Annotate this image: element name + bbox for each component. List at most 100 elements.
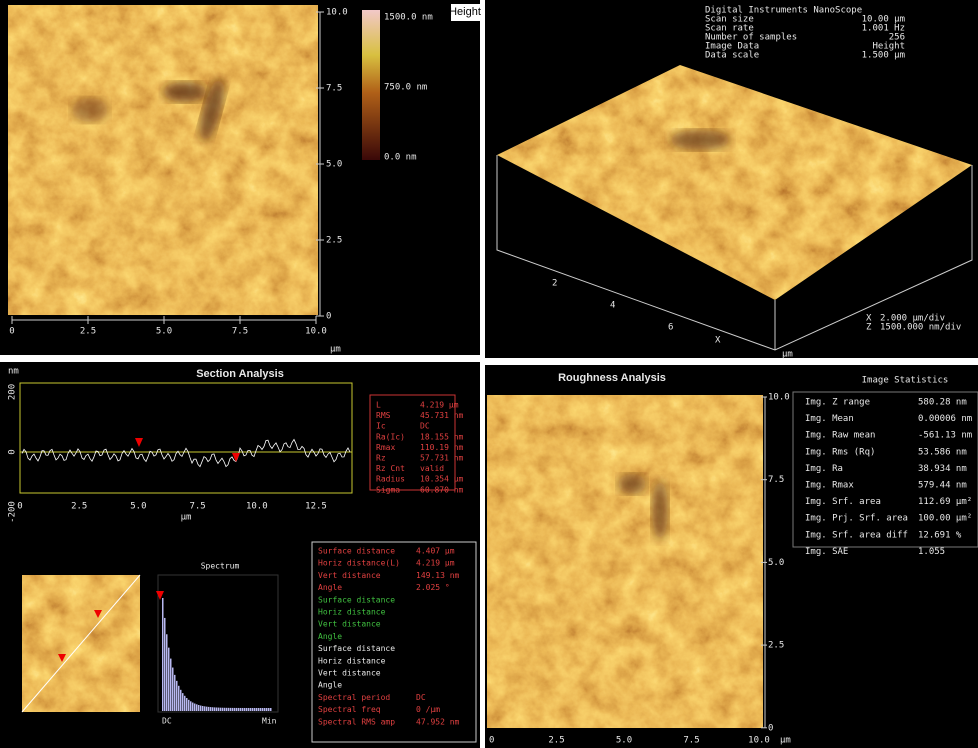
- measure-value: 4.407 µm: [416, 547, 455, 556]
- stat-value: 100.00 µm²: [918, 514, 972, 524]
- colorbar-title: Height: [449, 6, 481, 18]
- measure-value: 2.025 °: [416, 583, 450, 592]
- stat-value: 579.44 nm: [918, 481, 967, 491]
- colorbar-label: 0.0 nm: [384, 153, 417, 163]
- stat-label: Sigma: [376, 485, 400, 494]
- height-image: [8, 5, 318, 315]
- stat-value: 18.155 nm: [420, 432, 464, 441]
- measure-label: Surface distance: [318, 547, 395, 556]
- tick-label: 10.0: [748, 736, 770, 746]
- tick-label: 0: [768, 723, 773, 733]
- axis-label: 6: [668, 323, 673, 333]
- stat-label: RMS: [376, 411, 391, 420]
- spectrum-title: Spectrum: [201, 562, 240, 571]
- spectrum-bar: [268, 708, 270, 711]
- tick-label: 10.0: [326, 8, 348, 18]
- spectrum-bar: [222, 708, 224, 711]
- spectrum-bar: [178, 686, 180, 711]
- measure-value: 47.952 nm: [416, 717, 460, 726]
- spectrum-bar: [230, 708, 232, 711]
- stat-value: 45.731 nm: [420, 411, 464, 420]
- spectrum-bar: [240, 708, 242, 711]
- stat-value: DC: [420, 422, 430, 431]
- spectrum-bar: [214, 707, 216, 711]
- measure-label: Horiz distance: [318, 656, 386, 665]
- measure-label: Horiz distance: [318, 608, 386, 617]
- stat-label: L: [376, 401, 381, 410]
- spectrum-bar: [200, 706, 202, 711]
- spectrum-bar: [242, 708, 244, 711]
- stat-label: Img. Rmax: [805, 481, 854, 491]
- tick-label: 0: [8, 449, 18, 454]
- spectrum-bar: [218, 708, 220, 711]
- spectrum-bar: [192, 703, 194, 711]
- spectrum-bar: [232, 708, 234, 711]
- spectrum-bar: [174, 675, 176, 711]
- stats-title: Image Statistics: [862, 376, 949, 386]
- stat-label: Img. Mean: [805, 414, 854, 424]
- stat-label: Img. Prj. Srf. area: [805, 514, 908, 524]
- stat-label: Ra(Ic): [376, 432, 405, 441]
- stat-label: Rmax: [376, 443, 395, 452]
- measure-label: Horiz distance(L): [318, 559, 400, 568]
- spectrum-bar: [228, 708, 230, 711]
- panel-title: Section Analysis: [196, 368, 284, 380]
- spectrum-bar: [182, 693, 184, 711]
- spectrum-bar: [176, 681, 178, 711]
- stat-value: 1.055: [918, 547, 945, 557]
- stat-value: 580.28 nm: [918, 398, 967, 408]
- spectrum-bar: [262, 708, 264, 711]
- spectrum-bar: [196, 704, 198, 711]
- stat-value: 112.69 µm²: [918, 497, 972, 507]
- spectrum-bar: [190, 701, 192, 711]
- spectrum-bar: [234, 708, 236, 711]
- unit: µm: [782, 350, 793, 360]
- stat-value: 0.00006 nm: [918, 414, 972, 424]
- spectrum-bar: [194, 704, 196, 711]
- stat-value: 12.691 %: [918, 530, 962, 540]
- spectrum-bar: [172, 668, 174, 711]
- spectrum-bar: [166, 634, 168, 711]
- colorbar: [362, 10, 380, 160]
- stat-label: Img. Srf. area: [805, 497, 881, 507]
- measure-value: DC: [416, 693, 426, 702]
- tick-label: 7.5: [683, 736, 699, 746]
- tick-label: 5.0: [616, 736, 632, 746]
- stat-label: Img. Rms (Rq): [805, 447, 875, 457]
- tick-label: 10.0: [246, 502, 268, 512]
- measure-value: 149.13 nm: [416, 571, 460, 580]
- tick-label: 5.0: [130, 502, 146, 512]
- tick-label: 0: [326, 312, 331, 322]
- spectrum-bar: [212, 707, 214, 711]
- spectrum-bar: [208, 707, 210, 711]
- measure-label: Spectral freq: [318, 705, 381, 714]
- spectrum-bar: [244, 708, 246, 711]
- spectrum-bar: [250, 708, 252, 711]
- tick-label: 0: [17, 502, 22, 512]
- measure-label: Vert distance: [318, 620, 381, 629]
- colorbar-label: 1500.0 nm: [384, 13, 433, 23]
- measure-label: Spectral RMS amp: [318, 717, 395, 726]
- stat-value: 53.586 nm: [918, 447, 967, 457]
- spectrum-bar: [186, 698, 188, 711]
- axis-name: X: [715, 336, 721, 346]
- stat-value: 60.870 nm: [420, 485, 464, 494]
- spectrum-bar: [252, 708, 254, 711]
- axis-label: 2: [552, 279, 557, 289]
- spectrum-bar: [264, 708, 266, 711]
- measure-label: Angle: [318, 583, 342, 592]
- scale-value: 1500.000 nm/div: [880, 323, 961, 333]
- stat-label: Img. Raw mean: [805, 431, 875, 441]
- screen: 10.07.55.02.5002.55.07.510.0µm1500.0 nm7…: [0, 0, 978, 748]
- measure-label: Spectral period: [318, 693, 390, 702]
- spectrum-bar: [198, 705, 200, 711]
- spectrum-bar: [256, 708, 258, 711]
- spectrum-bar: [188, 700, 190, 711]
- panel-title: Roughness Analysis: [558, 372, 666, 384]
- tick-label: 12.5: [305, 502, 327, 512]
- tick-label: 2.5: [326, 236, 342, 246]
- unit: µm: [330, 345, 341, 355]
- spectrum-bar: [206, 707, 208, 711]
- spectrum-bar: [236, 708, 238, 711]
- stat-label: Ic: [376, 422, 386, 431]
